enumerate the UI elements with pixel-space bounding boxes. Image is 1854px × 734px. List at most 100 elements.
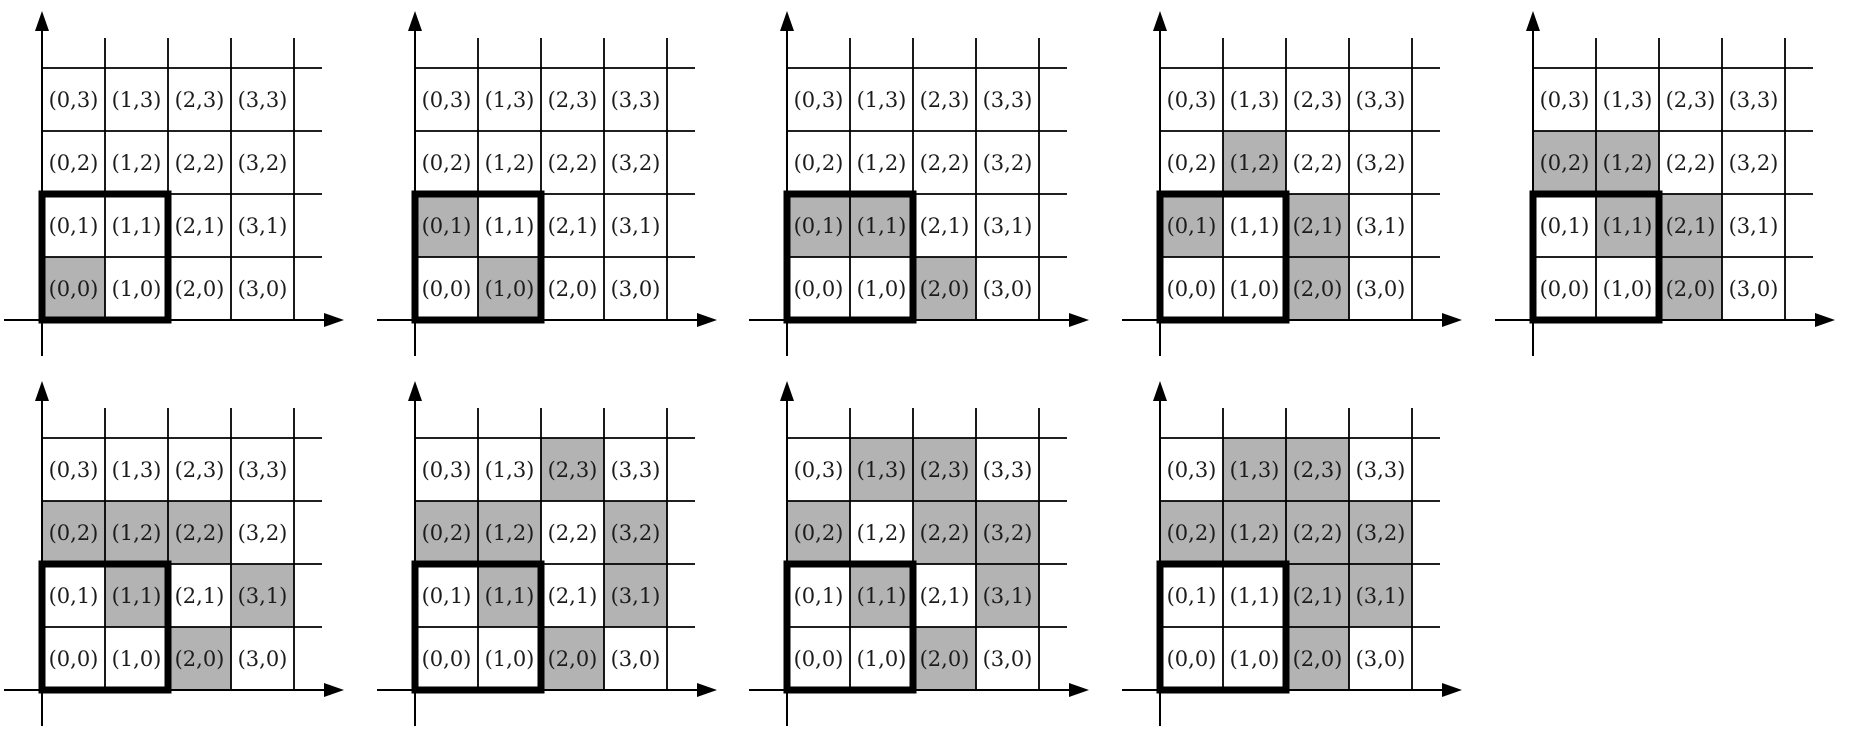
cell-label-3-2: (3,2) xyxy=(238,521,288,545)
cell-label-1-0: (1,0) xyxy=(485,277,535,301)
cell-label-3-3: (3,3) xyxy=(238,458,288,482)
cell-label-1-2: (1,2) xyxy=(112,151,162,175)
cell-label-1-3: (1,3) xyxy=(112,458,162,482)
cell-label-3-3: (3,3) xyxy=(611,458,661,482)
shaded-cell-1-3 xyxy=(1223,438,1286,501)
cell-label-2-2: (2,2) xyxy=(175,151,225,175)
cell-label-2-2: (2,2) xyxy=(548,521,598,545)
cell-label-3-0: (3,0) xyxy=(1356,647,1406,671)
cell-label-3-0: (3,0) xyxy=(611,647,661,671)
cell-label-1-2: (1,2) xyxy=(112,521,162,545)
cell-label-3-0: (3,0) xyxy=(611,277,661,301)
highlight-box xyxy=(1156,560,1290,694)
shaded-cell-2-0 xyxy=(1286,257,1349,320)
cell-label-2-2: (2,2) xyxy=(920,521,970,545)
cell-label-1-1: (1,1) xyxy=(857,214,907,238)
cell-label-0-1: (0,1) xyxy=(1540,214,1590,238)
cell-label-1-3: (1,3) xyxy=(1230,88,1280,112)
cell-label-3-2: (3,2) xyxy=(611,151,661,175)
cell-label-1-1: (1,1) xyxy=(112,584,162,608)
x-axis-arrow-icon xyxy=(697,313,717,327)
y-axis-arrow-icon xyxy=(780,11,794,31)
cell-label-1-2: (1,2) xyxy=(485,521,535,545)
cell-label-1-0: (1,0) xyxy=(1230,647,1280,671)
y-axis-arrow-icon xyxy=(1526,11,1540,31)
shaded-cell-1-3 xyxy=(850,438,913,501)
shaded-cell-2-0 xyxy=(1286,627,1349,690)
highlight-box xyxy=(783,560,917,694)
y-axis-arrow-icon xyxy=(1153,11,1167,31)
shaded-cell-0-1 xyxy=(787,194,850,257)
cell-label-3-1: (3,1) xyxy=(1356,214,1406,238)
highlight-box xyxy=(411,190,545,324)
cell-label-0-3: (0,3) xyxy=(1167,458,1217,482)
cell-label-2-1: (2,1) xyxy=(920,214,970,238)
x-axis-arrow-icon xyxy=(1442,313,1462,327)
cell-label-2-0: (2,0) xyxy=(1293,277,1343,301)
cell-label-3-1: (3,1) xyxy=(1729,214,1779,238)
cell-label-1-0: (1,0) xyxy=(485,647,535,671)
cell-label-3-3: (3,3) xyxy=(238,88,288,112)
shaded-cell-3-2 xyxy=(976,501,1039,564)
cell-label-0-3: (0,3) xyxy=(794,458,844,482)
shaded-cell-2-0 xyxy=(1659,257,1722,320)
cell-label-3-3: (3,3) xyxy=(983,88,1033,112)
cell-label-0-1: (0,1) xyxy=(1167,584,1217,608)
highlight-box xyxy=(783,190,917,324)
highlight-box xyxy=(38,190,172,324)
shaded-cell-3-2 xyxy=(604,501,667,564)
cell-label-0-0: (0,0) xyxy=(49,647,99,671)
cell-label-0-2: (0,2) xyxy=(1167,521,1217,545)
cell-label-2-3: (2,3) xyxy=(1293,458,1343,482)
cell-label-1-0: (1,0) xyxy=(1603,277,1653,301)
grid-panel-9: (0,0) (1,0) (2,0) (3,0) (0,1) (1,1) (2,1) (3,1)… xyxy=(1122,381,1462,726)
highlight-box xyxy=(38,560,172,694)
cell-label-3-1: (3,1) xyxy=(1356,584,1406,608)
cell-label-1-2: (1,2) xyxy=(1603,151,1653,175)
cell-label-3-2: (3,2) xyxy=(611,521,661,545)
shaded-cell-0-2 xyxy=(1533,131,1596,194)
cell-label-3-1: (3,1) xyxy=(983,214,1033,238)
shaded-cell-1-2 xyxy=(478,501,541,564)
cell-label-0-3: (0,3) xyxy=(422,458,472,482)
cell-label-1-3: (1,3) xyxy=(1603,88,1653,112)
cell-label-2-1: (2,1) xyxy=(1293,214,1343,238)
cell-label-0-2: (0,2) xyxy=(422,151,472,175)
highlight-box xyxy=(1156,190,1290,324)
cell-label-1-0: (1,0) xyxy=(857,647,907,671)
cell-label-0-0: (0,0) xyxy=(422,277,472,301)
shaded-cell-3-1 xyxy=(976,564,1039,627)
shaded-cell-1-1 xyxy=(1596,194,1659,257)
cell-label-0-3: (0,3) xyxy=(1167,88,1217,112)
cell-label-0-2: (0,2) xyxy=(794,521,844,545)
shaded-cell-2-3 xyxy=(541,438,604,501)
cell-label-2-0: (2,0) xyxy=(1666,277,1716,301)
cell-label-0-0: (0,0) xyxy=(422,647,472,671)
cell-label-2-3: (2,3) xyxy=(175,458,225,482)
cell-label-3-0: (3,0) xyxy=(983,647,1033,671)
cell-label-0-1: (0,1) xyxy=(1167,214,1217,238)
cell-label-2-1: (2,1) xyxy=(175,214,225,238)
cell-label-3-3: (3,3) xyxy=(1356,88,1406,112)
cell-label-2-0: (2,0) xyxy=(1293,647,1343,671)
cell-label-2-2: (2,2) xyxy=(1293,151,1343,175)
shaded-cell-2-0 xyxy=(168,627,231,690)
shaded-cell-2-1 xyxy=(1286,564,1349,627)
cell-label-2-0: (2,0) xyxy=(548,277,598,301)
shaded-cell-1-2 xyxy=(1223,131,1286,194)
cell-label-1-0: (1,0) xyxy=(112,277,162,301)
cell-label-0-1: (0,1) xyxy=(49,214,99,238)
cell-label-2-3: (2,3) xyxy=(548,458,598,482)
cell-label-0-3: (0,3) xyxy=(422,88,472,112)
shaded-cell-2-1 xyxy=(1659,194,1722,257)
shaded-cell-1-1 xyxy=(850,564,913,627)
cell-label-2-1: (2,1) xyxy=(1293,584,1343,608)
x-axis-arrow-icon xyxy=(1069,683,1089,697)
cell-label-0-3: (0,3) xyxy=(49,88,99,112)
cell-label-2-3: (2,3) xyxy=(175,88,225,112)
cell-label-2-0: (2,0) xyxy=(920,277,970,301)
cell-label-2-2: (2,2) xyxy=(920,151,970,175)
cell-label-3-0: (3,0) xyxy=(1729,277,1779,301)
y-axis-arrow-icon xyxy=(35,11,49,31)
